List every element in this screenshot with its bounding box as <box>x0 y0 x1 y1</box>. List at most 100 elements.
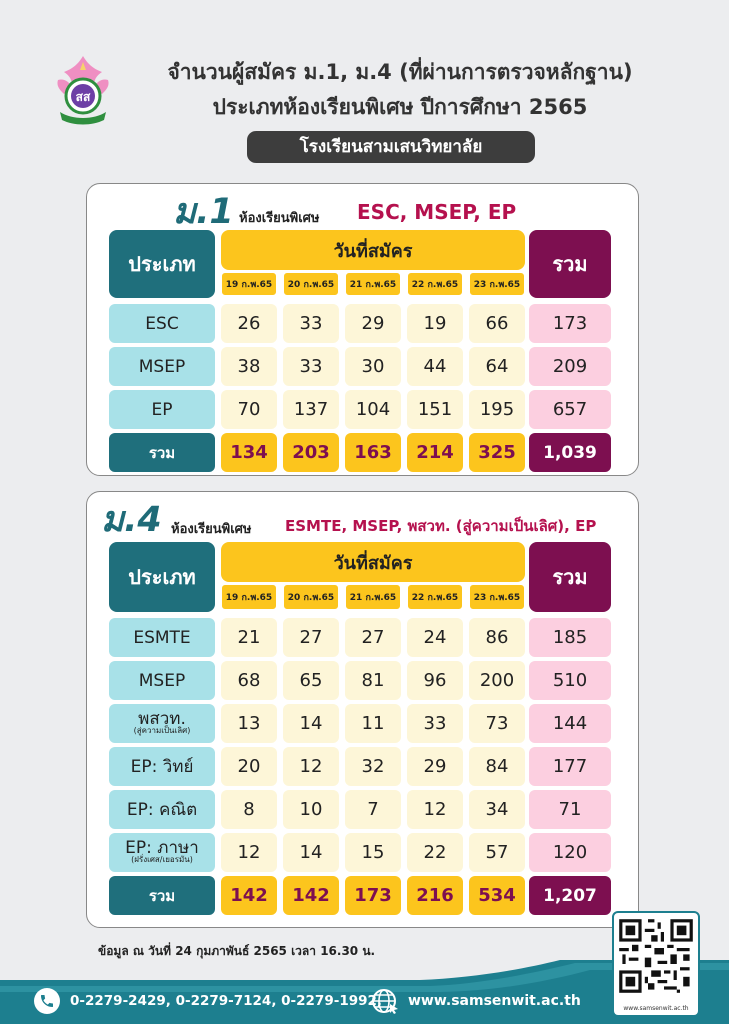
m4-cell-value: 7 <box>345 790 401 829</box>
m4-date-chip: 21 ก.พ.65 <box>345 584 401 610</box>
row-label-text: ESC <box>145 313 179 334</box>
m4-cell-value: 34 <box>469 790 525 829</box>
m1-footer-value: 134 <box>221 433 277 472</box>
m4-cell-value: 68 <box>221 661 277 700</box>
m1-total-header: รวม <box>529 230 611 298</box>
m1-date-chip: 20 ก.พ.65 <box>283 272 339 296</box>
m4-row-label: EP: วิทย์ <box>109 747 215 786</box>
m4-cell-value: 12 <box>407 790 463 829</box>
m4-programs: ESMTE, MSEP, พสวท. (สู่ความเป็นเลิศ), EP <box>285 517 597 535</box>
m4-row-total: 185 <box>529 618 611 657</box>
m1-cell-value: 26 <box>221 304 277 343</box>
m1-date-header: วันที่สมัคร <box>221 230 525 270</box>
m4-row-total: 144 <box>529 704 611 743</box>
m1-cell-value: 19 <box>407 304 463 343</box>
row-label-text: ESMTE <box>133 627 191 648</box>
m1-cell-value: 33 <box>283 347 339 386</box>
m4-cell-value: 11 <box>345 704 401 743</box>
m4-level-title: ม.4 <box>101 500 162 540</box>
m4-date-chip: 20 ก.พ.65 <box>283 584 339 610</box>
m4-cell-value: 32 <box>345 747 401 786</box>
m4-cell-value: 8 <box>221 790 277 829</box>
website-link[interactable]: www.samsenwit.ac.th <box>408 993 581 1009</box>
m4-footer-value: 173 <box>345 876 401 915</box>
row-label-text: EP: วิทย์ <box>130 757 194 777</box>
m4-cell-value: 12 <box>221 833 277 872</box>
contact-website[interactable]: www.samsenwit.ac.th <box>370 988 581 1014</box>
m4-footer-value: 142 <box>221 876 277 915</box>
m1-row-total: 173 <box>529 304 611 343</box>
m4-row-label: MSEP <box>109 661 215 700</box>
row-label-text: MSEP <box>138 356 186 377</box>
m1-row-label: ESC <box>109 304 215 343</box>
qr-code-icon <box>616 916 696 996</box>
m4-cell-value: 200 <box>469 661 525 700</box>
m4-cell-value: 14 <box>283 833 339 872</box>
m1-date-chip: 21 ก.พ.65 <box>345 272 401 296</box>
m1-cell-value: 33 <box>283 304 339 343</box>
m4-subtitle: ห้องเรียนพิเศษ <box>171 522 252 537</box>
m4-row-label: EP: คณิต <box>109 790 215 829</box>
row-label-subtext: (สู่ความเป็นเลิศ) <box>133 726 191 736</box>
m4-date-header: วันที่สมัคร <box>221 542 525 582</box>
m4-cell-value: 21 <box>221 618 277 657</box>
m4-footer-total: 1,207 <box>529 876 611 915</box>
m1-footer-label: รวม <box>109 433 215 472</box>
m1-cell-value: 137 <box>283 390 339 429</box>
school-emblem-icon: สส <box>57 56 109 125</box>
m1-footer-value: 214 <box>407 433 463 472</box>
m4-cell-value: 73 <box>469 704 525 743</box>
m4-table-card: ม.4 ห้องเรียนพิเศษ ESMTE, MSEP, พสวท. (ส… <box>86 491 639 928</box>
m1-subtitle: ห้องเรียนพิเศษ <box>239 211 320 226</box>
m1-level-title: ม.1 <box>173 192 234 232</box>
qr-code-card[interactable]: www.samsenwit.ac.th <box>612 911 700 1017</box>
m4-date-chip: 22 ก.พ.65 <box>407 584 463 610</box>
m1-cell-value: 44 <box>407 347 463 386</box>
m4-date-chip: 19 ก.พ.65 <box>221 584 277 610</box>
row-label-subtext: (ฝรั่งเศส/เยอรมัน) <box>131 855 193 865</box>
row-label-text: EP: คณิต <box>126 800 198 820</box>
m1-cell-value: 66 <box>469 304 525 343</box>
m4-row-total: 120 <box>529 833 611 872</box>
row-label-text: MSEP <box>138 670 186 691</box>
m4-cell-value: 27 <box>345 618 401 657</box>
m4-cell-value: 81 <box>345 661 401 700</box>
m1-date-chip: 22 ก.พ.65 <box>407 272 463 296</box>
m1-table-card: ม.1 ห้องเรียนพิเศษ ESC, MSEP, EP ประเภทว… <box>86 183 639 476</box>
m4-cell-value: 10 <box>283 790 339 829</box>
m1-date-chip: 23 ก.พ.65 <box>469 272 525 296</box>
m4-cell-value: 65 <box>283 661 339 700</box>
m1-cell-value: 29 <box>345 304 401 343</box>
m1-row-total: 209 <box>529 347 611 386</box>
m4-row-label: EP: ภาษา (ฝรั่งเศส/เยอรมัน) <box>109 833 215 872</box>
svg-text:สส: สส <box>76 90 91 104</box>
m1-cell-value: 151 <box>407 390 463 429</box>
m4-footer-value: 534 <box>469 876 525 915</box>
m4-cell-value: 33 <box>407 704 463 743</box>
m4-cell-value: 24 <box>407 618 463 657</box>
m1-row-total: 657 <box>529 390 611 429</box>
m4-row-label: ESMTE <box>109 618 215 657</box>
m4-row-total: 510 <box>529 661 611 700</box>
m1-cell-value: 70 <box>221 390 277 429</box>
m1-date-chip: 19 ก.พ.65 <box>221 272 277 296</box>
m1-cell-value: 64 <box>469 347 525 386</box>
row-label-text: พสวท. <box>138 709 186 730</box>
m1-cell-value: 104 <box>345 390 401 429</box>
m1-footer-value: 163 <box>345 433 401 472</box>
m4-cell-value: 86 <box>469 618 525 657</box>
contact-phones: 0-2279-2429, 0-2279-7124, 0-2279-1992, <box>34 988 382 1014</box>
m4-cell-value: 12 <box>283 747 339 786</box>
m1-programs: ESC, MSEP, EP <box>357 200 517 224</box>
row-label-text: EP: ภาษา <box>125 838 199 859</box>
m4-cell-value: 29 <box>407 747 463 786</box>
m1-footer-value: 325 <box>469 433 525 472</box>
m4-cell-value: 22 <box>407 833 463 872</box>
qr-url-label: www.samsenwit.ac.th <box>623 1005 689 1012</box>
m1-cell-value: 195 <box>469 390 525 429</box>
m1-footer-value: 203 <box>283 433 339 472</box>
m4-cell-value: 96 <box>407 661 463 700</box>
m4-cell-value: 27 <box>283 618 339 657</box>
m1-footer-total: 1,039 <box>529 433 611 472</box>
phone-icon <box>34 988 60 1014</box>
